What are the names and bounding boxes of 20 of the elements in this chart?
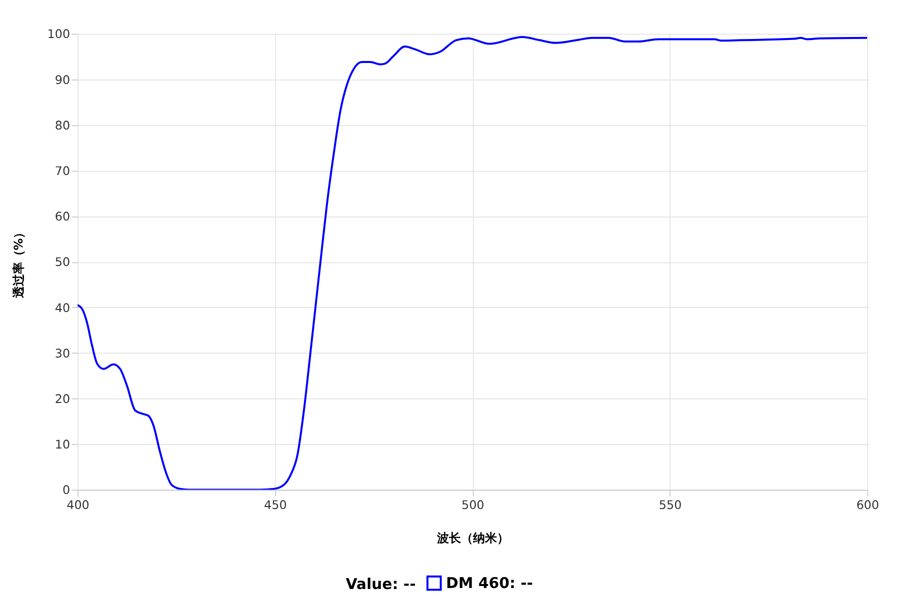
x-tick-label: 500 [461,498,484,512]
y-tick-label: 40 [54,300,70,315]
y-tick-label: 30 [54,346,70,360]
x-tick-label: 400 [66,498,90,512]
y-tick-label: 20 [54,392,70,406]
legend-label: DM 460: -- [446,574,533,592]
y-tick-label: 80 [54,118,70,132]
x-tick-label: 600 [856,498,880,512]
y-tick-label: 0 [62,483,70,498]
y-tick-label: 90 [54,72,70,87]
x-axis-title: 波长（纳米） [436,530,509,545]
y-tick-label: 100 [47,27,70,42]
y-tick-label: 10 [54,438,70,452]
y-tick-label: 50 [54,255,70,270]
x-tick-label: 450 [264,498,287,512]
y-tick-label: 70 [54,164,70,178]
legend-title: Value: -- [346,575,416,594]
y-tick-label: 60 [54,210,70,224]
x-tick-label: 550 [658,498,682,512]
y-axis-title: 透过率（%） [11,226,26,300]
